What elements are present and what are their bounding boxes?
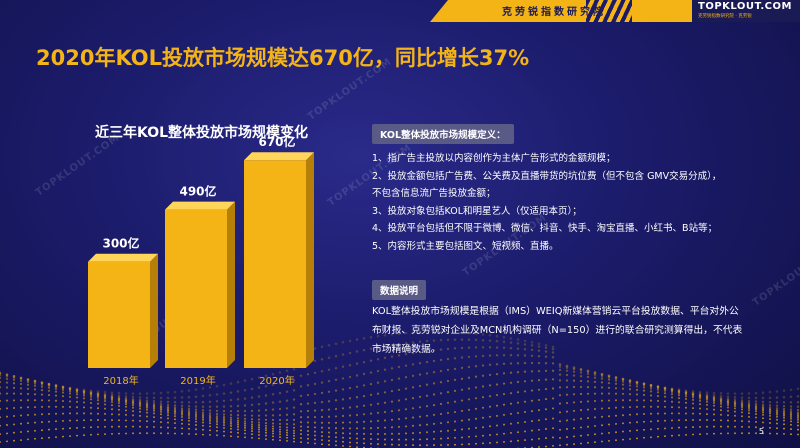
page-number: 5 xyxy=(758,427,764,436)
logo-subtext: 克劳锐指数研究院 · 克劳锐 xyxy=(698,14,752,19)
definition-item: 5、内容形式主要包括图文、短视频、直播。 xyxy=(372,240,559,252)
definition-item: 不包含信息流广告投放金额； xyxy=(372,188,496,199)
chart-title: 近三年KOL整体投放市场规模变化 xyxy=(95,125,309,141)
org-name: 克劳锐指数研究院 xyxy=(502,7,606,18)
definition-list: 1、指广告主投放以内容创作为主体广告形式的金额规模； 2、投放金额包括广告费、公… xyxy=(372,150,752,255)
definition-item: 3、投放对象包括KOL和明星艺人（仅适用本页）； xyxy=(372,205,582,217)
bar xyxy=(165,201,235,368)
header-stripes-decoration xyxy=(586,0,632,22)
bar xyxy=(88,253,158,368)
definition-item: 4、投放平台包括但不限于微博、微信、抖音、快手、淘宝直播、小红书、B站等； xyxy=(372,223,718,234)
data-label: 490亿 xyxy=(179,184,216,199)
definition-item: 2、投放金额包括广告费、公关费及直播带货的坑位费（但不包含 GMV交易分成）， xyxy=(372,170,722,182)
bar xyxy=(244,152,314,368)
category-label: 2018年 xyxy=(103,374,138,387)
category-label: 2020年 xyxy=(259,374,294,387)
page-title: 2020年KOL投放市场规模达670亿，同比增长37% xyxy=(36,46,530,70)
brand-logo: TOPKLOUT.COM 克劳锐指数研究院 · 克劳锐 xyxy=(692,0,800,22)
definition-label: KOL整体投放市场规模定义： xyxy=(372,124,514,144)
data-label: 300亿 xyxy=(102,236,139,251)
category-label: 2019年 xyxy=(180,374,215,387)
data-note-label: 数据说明 xyxy=(372,280,427,300)
data-note-text: KOL整体投放市场规模是根据（IMS）WEIQ新媒体营销云平台投放数据、平台对外… xyxy=(372,306,743,355)
logo-text: TOPKLOUT.COM xyxy=(698,1,792,12)
definition-item: 1、指广告主投放以内容创作为主体广告形式的金额规模； xyxy=(372,153,616,164)
data-label: 670亿 xyxy=(258,134,295,149)
